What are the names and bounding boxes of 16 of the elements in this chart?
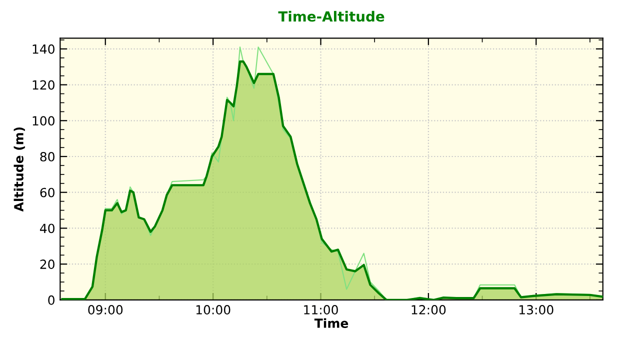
y-tick-label: 20	[40, 260, 54, 270]
chart-title: Time-Altitude	[278, 10, 384, 22]
y-axis-title: Altitude (m)	[14, 127, 25, 212]
y-tick-label: 100	[32, 116, 54, 126]
x-axis-title: Time	[314, 318, 348, 328]
x-tick-label: 11:00	[304, 305, 338, 314]
x-tick-label: 10:00	[196, 305, 230, 314]
y-tick-label: 40	[40, 224, 54, 234]
y-tick-label: 60	[40, 188, 54, 198]
x-tick-label: 12:00	[412, 305, 446, 314]
y-tick-label: 120	[32, 80, 54, 90]
y-tick-label: 140	[32, 44, 54, 54]
x-tick-label: 09:00	[88, 305, 123, 314]
x-tick-label: 13:00	[519, 305, 554, 314]
y-tick-label: 0	[48, 295, 54, 305]
y-tick-label: 80	[40, 152, 54, 162]
